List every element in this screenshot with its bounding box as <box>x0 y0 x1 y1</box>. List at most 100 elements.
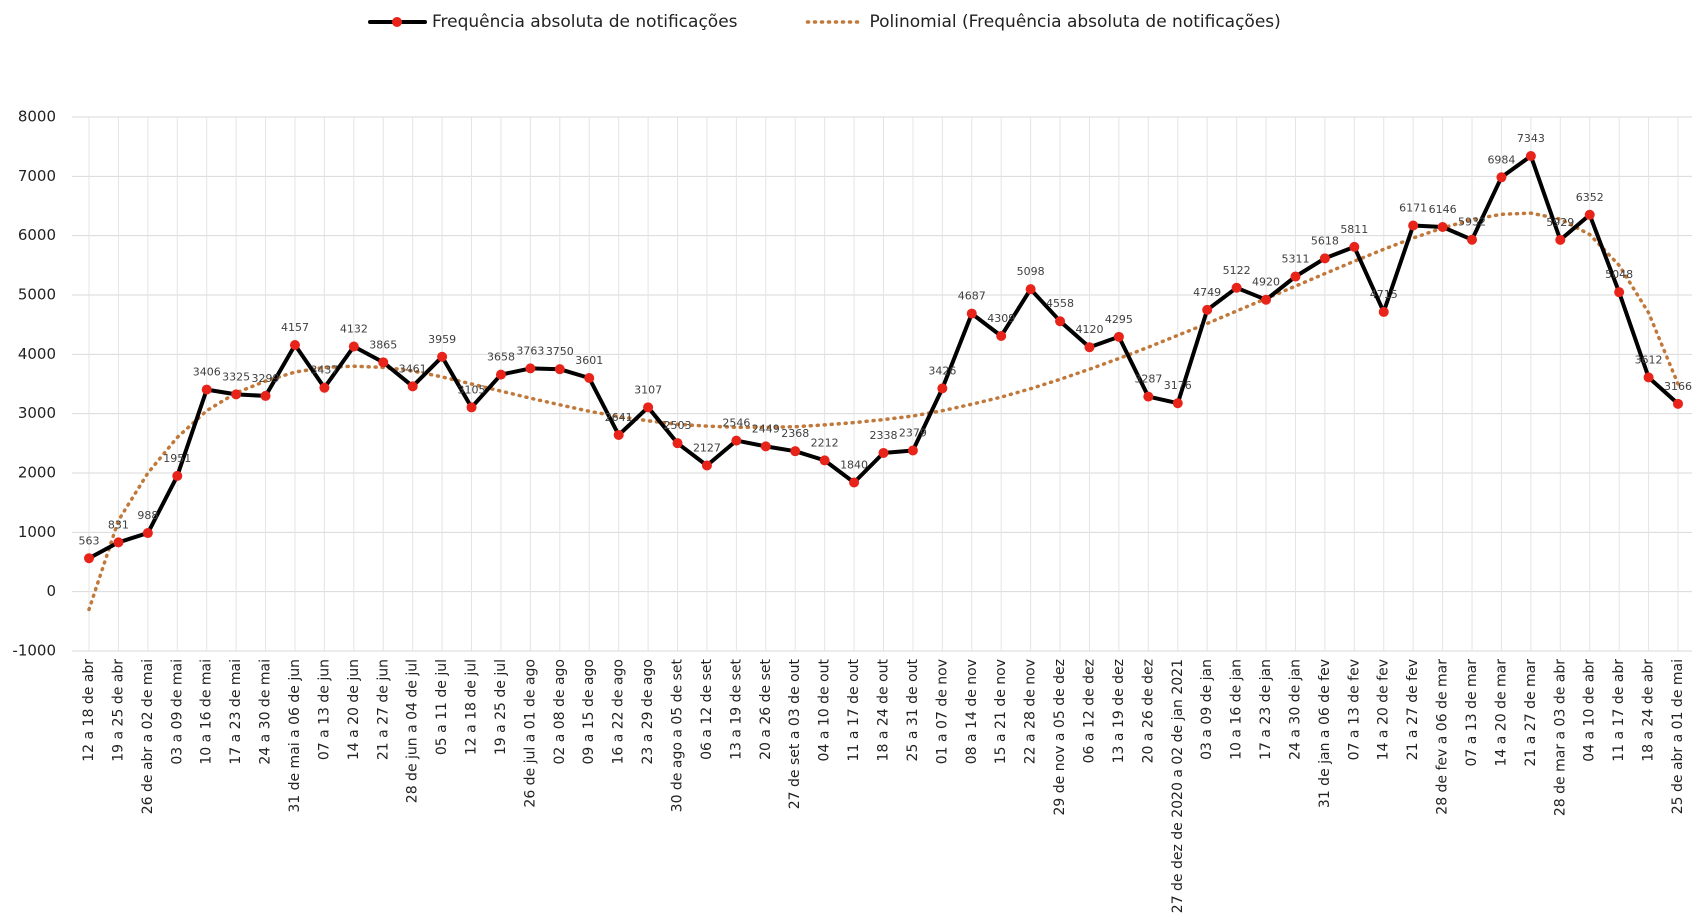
data-label: 5122 <box>1223 264 1251 277</box>
data-label: 2127 <box>693 441 721 454</box>
data-point <box>760 441 771 452</box>
x-tick-label: 01 a 07 de nov <box>934 659 950 764</box>
data-point <box>437 351 448 362</box>
data-point <box>996 330 1007 341</box>
x-tick-label: 04 a 10 de out <box>817 658 833 761</box>
x-tick-label: 06 a 12 de set <box>699 658 715 759</box>
data-label: 4132 <box>340 323 368 336</box>
data-label: 4157 <box>281 321 309 334</box>
data-point <box>1143 391 1154 402</box>
data-point <box>1643 372 1654 383</box>
data-point <box>731 435 742 446</box>
data-label: 3406 <box>193 366 221 379</box>
data-point <box>790 446 801 457</box>
data-label: 3658 <box>487 351 515 364</box>
data-label: 2641 <box>605 411 633 424</box>
x-tick-label: 18 a 24 de out <box>876 658 892 761</box>
data-label: 3105 <box>458 383 486 396</box>
x-tick-label: 16 a 22 de ago <box>611 659 627 765</box>
data-point <box>495 369 506 380</box>
data-label: 1951 <box>163 452 191 465</box>
y-tick-label: 5000 <box>18 286 56 304</box>
x-tick-label: 11 a 17 de abr <box>1611 659 1627 762</box>
data-point <box>289 340 300 351</box>
data-label: 3865 <box>369 338 397 351</box>
x-tick-label: 25 a 31 de out <box>905 658 921 761</box>
data-point <box>1261 294 1272 305</box>
x-tick-label: 18 a 24 de abr <box>1641 659 1657 762</box>
data-point <box>1025 284 1036 295</box>
y-tick-label: 0 <box>46 582 56 600</box>
data-point <box>1555 234 1566 245</box>
data-point <box>1525 150 1536 161</box>
data-point <box>260 390 271 401</box>
x-tick-label: 06 a 12 de dez <box>1081 659 1097 763</box>
data-point <box>1055 316 1066 327</box>
data-label: 2503 <box>664 419 692 432</box>
data-label: 5098 <box>1017 265 1045 278</box>
x-tick-label: 31 de mai a 06 de jun <box>287 659 303 813</box>
data-label: 4295 <box>1105 313 1133 326</box>
y-tick-label: 3000 <box>18 404 56 422</box>
data-label: 3437 <box>310 364 338 377</box>
x-tick-label: 24 a 30 de jan <box>1287 659 1303 760</box>
x-tick-label: 21 a 27 de jun <box>375 659 391 760</box>
x-tick-label: 09 a 15 de ago <box>581 659 597 765</box>
data-point <box>1437 222 1448 233</box>
x-tick-label: 23 a 29 de ago <box>640 659 656 765</box>
data-label: 5932 <box>1458 216 1486 229</box>
data-label: 3325 <box>222 370 250 383</box>
data-label: 5048 <box>1605 268 1633 281</box>
data-label: 4309 <box>987 312 1015 325</box>
data-point <box>613 429 624 440</box>
x-tick-label: 13 a 19 de set <box>728 658 744 759</box>
x-tick-label: 07 a 13 de fev <box>1346 659 1362 760</box>
data-point <box>466 402 477 413</box>
data-label: 6352 <box>1576 191 1604 204</box>
data-point <box>1172 398 1183 409</box>
data-label: 3176 <box>1164 379 1192 392</box>
data-point <box>1319 253 1330 264</box>
x-tick-label: 28 de jun a 04 de jul <box>405 659 421 803</box>
x-tick-label: 10 a 16 de mai <box>199 659 215 765</box>
data-point <box>1231 282 1242 293</box>
series-line <box>87 211 1680 612</box>
data-label: 1840 <box>840 458 868 471</box>
data-point <box>201 384 212 395</box>
data-label: 2449 <box>752 422 780 435</box>
data-label: 6984 <box>1487 153 1515 166</box>
x-tick-label: 11 a 17 de out <box>846 658 862 761</box>
x-tick-label: 19 a 25 de abr <box>110 659 126 762</box>
x-tick-label: 24 a 30 de mai <box>258 659 274 765</box>
data-point <box>407 381 418 392</box>
x-tick-label: 20 a 26 de dez <box>1140 659 1156 763</box>
data-label: 4120 <box>1075 323 1103 336</box>
x-tick-label: 26 de abr a 02 de mai <box>140 659 156 814</box>
x-tick-label: 19 a 25 de jul <box>493 659 509 755</box>
data-label: 5811 <box>1340 223 1368 236</box>
data-label: 6171 <box>1399 202 1427 215</box>
legend-marker <box>392 17 402 27</box>
y-tick-label: -1000 <box>12 642 56 660</box>
data-point <box>1202 304 1213 315</box>
data-point <box>1084 342 1095 353</box>
x-tick-label: 28 de mar a 03 de abr <box>1552 659 1568 816</box>
x-tick-label: 03 a 09 de mai <box>169 659 185 765</box>
data-label: 7343 <box>1517 132 1545 145</box>
data-point <box>701 460 712 471</box>
data-point <box>348 341 359 352</box>
data-point <box>937 383 948 394</box>
data-label: 3601 <box>575 354 603 367</box>
data-label: 3750 <box>546 345 574 358</box>
data-point <box>231 389 242 400</box>
data-point <box>907 445 918 456</box>
data-point <box>142 528 153 539</box>
data-point <box>1496 172 1507 183</box>
data-point <box>1349 241 1360 252</box>
x-tick-label: 21 a 27 de fev <box>1405 659 1421 760</box>
data-point <box>113 537 124 548</box>
data-point <box>1113 331 1124 342</box>
x-tick-label: 14 a 20 de mar <box>1493 659 1509 767</box>
x-tick-label: 29 de nov a 05 de dez <box>1052 659 1068 815</box>
data-label: 3166 <box>1664 380 1692 393</box>
